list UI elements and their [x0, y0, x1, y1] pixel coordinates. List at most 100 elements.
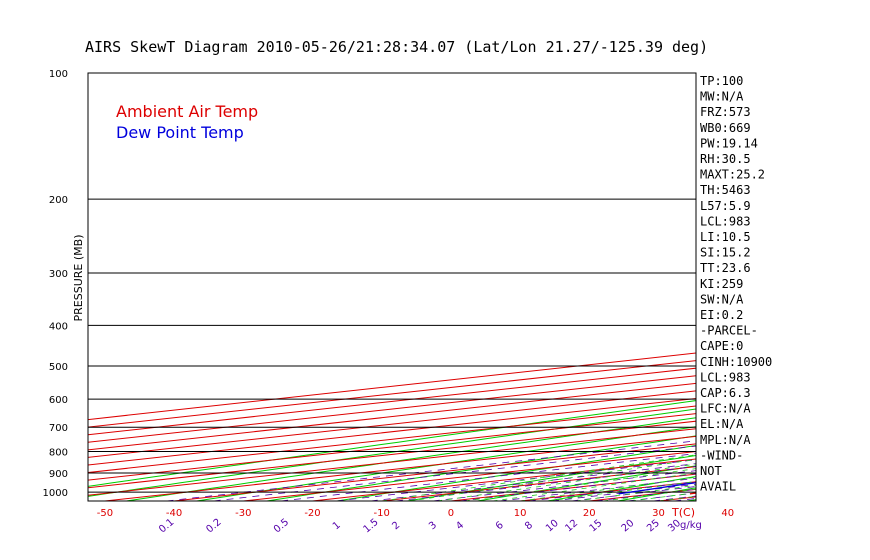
dry-adiabat	[758, 73, 870, 501]
pressure-tick-label: 500	[49, 362, 68, 373]
mixing-ratio-tick-label: 2	[390, 520, 402, 533]
dry-adiabat	[126, 417, 696, 501]
moist-adiabat	[520, 476, 696, 501]
isotherm	[88, 367, 696, 436]
bottom-temp-tick-label: -20	[304, 508, 320, 519]
dry-adiabat	[828, 73, 870, 501]
mixing-ratio-tick-label: 6	[494, 520, 506, 533]
isotherm	[866, 73, 870, 501]
dry-adiabat	[196, 426, 696, 501]
stat-entry: -PARCEL-	[700, 324, 758, 338]
isotherm	[312, 458, 696, 501]
pressure-tick-label: 100	[49, 69, 68, 80]
stat-entry: WB0:669	[700, 121, 751, 135]
isotherm	[88, 390, 696, 458]
isotherm	[88, 420, 696, 489]
mixing-ratio-line	[395, 466, 696, 501]
stat-entry: L57:5.9	[700, 199, 751, 213]
chart-title: AIRS SkewT Diagram 2010-05-26/21:28:34.0…	[85, 38, 708, 56]
pressure-tick-labels: 100 200 300 400 500 600 700 800 900 1000	[43, 69, 68, 499]
isotherm	[450, 473, 696, 501]
stat-entry: -WIND-	[700, 448, 743, 462]
dry-adiabat	[407, 454, 696, 501]
bottom-temp-tick-label: 30	[652, 508, 665, 519]
isotherm	[88, 375, 696, 443]
stat-entry: MPL:N/A	[700, 433, 751, 447]
bottom-temp-tick-label: -40	[166, 508, 182, 519]
mixing-ratio-tick-label: 0.2	[204, 517, 223, 536]
stat-entry: EL:N/A	[700, 417, 744, 431]
isobar-lines	[88, 72, 696, 493]
bottom-temp-tick-label: 40	[721, 508, 734, 519]
mixing-ratio-tick-labels: 0.1 0.2 0.5 1 1.5 2 3 4 6 8 10 12 15 20 25 30	[157, 517, 683, 536]
mixing-ratio-tick-label: 3	[427, 520, 439, 533]
dry-adiabat	[337, 445, 696, 501]
mixing-ratio-tick-label: 4	[454, 520, 466, 533]
mixing-ratio-line	[499, 477, 696, 501]
mixing-ratio-tick-label: 1.5	[361, 517, 380, 536]
bottom-temp-tick-label: 0	[448, 508, 454, 519]
mixing-ratio-line	[336, 459, 696, 501]
stat-entry: TH:5463	[700, 183, 751, 197]
isotherm	[88, 428, 696, 496]
isotherm	[88, 405, 696, 474]
mixing-ratio-tick-label: 0.5	[272, 517, 291, 536]
mixing-ratio-tick-label: 0.1	[157, 517, 176, 536]
grid-lines	[88, 73, 870, 501]
stat-entry: MAXT:25.2	[700, 168, 765, 182]
pressure-tick-label: 800	[49, 448, 68, 459]
pressure-tick-label: 900	[49, 469, 68, 480]
dry-adiabat	[266, 435, 696, 501]
moist-adiabat	[658, 495, 696, 501]
bottom-temp-tick-label: -10	[374, 508, 390, 519]
moist-adiabat	[409, 458, 696, 501]
pressure-tick-label: 200	[49, 195, 68, 206]
dry-adiabat	[88, 400, 696, 487]
plot-frame	[87, 72, 697, 502]
stat-entry: FRZ:573	[700, 105, 751, 119]
moist-adiabat	[742, 147, 870, 501]
pressure-tick-label: 700	[49, 423, 68, 434]
mixing-ratio-tick-label: 25	[645, 518, 662, 535]
mixing-ratio-tick-label: 10	[544, 518, 561, 535]
legend-ambient-air-temp: Ambient Air Temp	[116, 102, 258, 121]
mixing-ratio-tick-label: 1	[331, 520, 343, 533]
stat-entry: CINH:10900	[700, 355, 772, 369]
stat-entry: MW:N/A	[700, 90, 744, 104]
stat-entry: TT:23.6	[700, 261, 751, 275]
dry-adiabat	[88, 408, 696, 497]
mixing-ratio-tick-label: 8	[523, 520, 535, 533]
mixing-ratio-line	[653, 495, 696, 501]
stat-entry: LFC:N/A	[700, 402, 751, 416]
mixing-unit-label: g/kg	[680, 520, 702, 531]
stat-entry: LI:10.5	[700, 230, 751, 244]
stat-entry: SI:15.2	[700, 246, 751, 260]
mixing-ratio-line	[166, 440, 696, 501]
stat-entry: LCL:983	[700, 214, 751, 228]
mixing-ratio-tick-label: 15	[588, 518, 605, 535]
x-unit-label: T(C)	[671, 506, 695, 519]
bottom-temp-tick-label: 20	[583, 508, 596, 519]
stat-entry: SW:N/A	[700, 292, 744, 306]
stat-entry: RH:30.5	[700, 152, 751, 166]
pressure-tick-label: 600	[49, 395, 68, 406]
stat-entry: EI:0.2	[700, 308, 743, 322]
isotherm	[88, 382, 696, 451]
pressure-tick-label: 300	[49, 269, 68, 280]
dry-adiabat	[477, 465, 696, 501]
mixing-ratio-line	[627, 492, 696, 501]
pressure-tick-label: 1000	[43, 488, 68, 499]
y-axis-label: PRESSURE (MB)	[72, 235, 85, 322]
bottom-temp-tick-labels: -50 -40 -30 -20 -10 0 10 20 30 40	[97, 508, 734, 519]
bottom-temp-tick-label: -50	[97, 508, 113, 519]
stat-entry: TP:100	[700, 74, 743, 88]
bottom-temp-tick-label: -30	[235, 508, 251, 519]
mixing-ratio-tick-label: 12	[563, 518, 580, 535]
stat-entry: NOT	[700, 464, 722, 478]
moist-adiabat	[437, 463, 696, 501]
isotherm	[797, 73, 870, 501]
stat-entry: LCL:983	[700, 370, 751, 384]
isotherm	[88, 397, 696, 466]
